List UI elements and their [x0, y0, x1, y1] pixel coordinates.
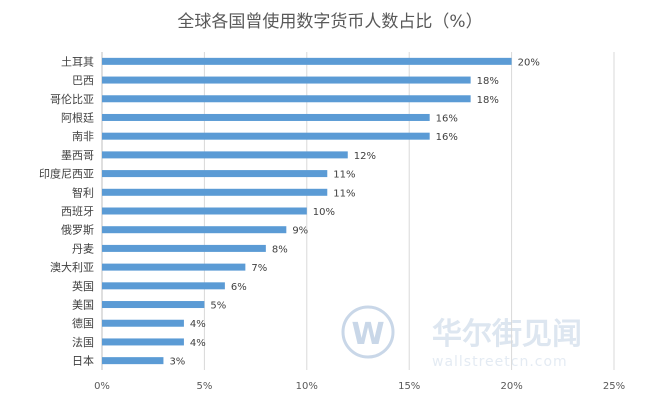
category-label: 德国 [72, 316, 94, 330]
value-label: 18% [477, 76, 499, 87]
bar-2 [102, 76, 471, 84]
bar-3 [102, 95, 471, 103]
category-label: 俄罗斯 [61, 224, 94, 237]
bar-5 [102, 132, 430, 140]
x-tick-label: 10% [296, 381, 318, 392]
category-label: 智利 [72, 185, 94, 199]
value-label: 9% [292, 226, 308, 237]
bar-6 [102, 151, 348, 159]
watermark: W 华尔街见闻 wallstreetcn.com [341, 305, 582, 370]
category-label: 印度尼西亚 [39, 167, 94, 181]
bar-8 [102, 188, 328, 196]
value-label: 11% [333, 170, 355, 181]
value-label: 8% [272, 244, 288, 255]
x-tick-label: 0% [94, 381, 110, 392]
x-tick-label: 5% [196, 381, 212, 392]
category-label: 土耳其 [61, 55, 94, 68]
category-label: 巴西 [72, 74, 94, 87]
value-label: 18% [477, 95, 499, 106]
bar-12 [102, 263, 246, 271]
bar-1 [102, 57, 512, 65]
category-labels: 土耳其巴西哥伦比亚阿根廷南非墨西哥印度尼西亚智利西班牙俄罗斯丹麦澳大利亚英国美国… [39, 55, 94, 367]
bar-13 [102, 282, 225, 290]
value-label: 4% [190, 338, 206, 349]
bars [102, 57, 512, 365]
value-label: 7% [251, 263, 267, 274]
value-label: 12% [354, 151, 376, 162]
x-tick-label: 20% [500, 381, 522, 392]
x-tick-label: 15% [398, 381, 420, 392]
category-label: 西班牙 [61, 205, 94, 218]
bar-9 [102, 207, 307, 215]
value-label: 11% [333, 188, 355, 199]
gridlines [101, 52, 615, 370]
bar-11 [102, 244, 266, 252]
bar-10 [102, 226, 287, 234]
value-labels: 20% 18% 18% 16% 16% 12% 11% 11% 10% 9% 8% 7% 6% 5% 4% 4… [169, 57, 539, 367]
category-label: 日本 [72, 354, 94, 368]
category-label: 南非 [72, 130, 94, 143]
category-label: 澳大利亚 [50, 260, 94, 274]
value-label: 20% [518, 57, 540, 68]
bar-14 [102, 301, 205, 309]
value-label: 10% [313, 207, 335, 218]
value-label: 5% [210, 301, 226, 312]
chart-title: 全球各国曾使用数字货币人数占比（%） [177, 11, 482, 32]
bar-15 [102, 319, 184, 327]
watermark-logo-icon [341, 305, 395, 359]
watermark-brand: 华尔街见闻 [432, 317, 582, 352]
x-axis-ticks: 0% 5% 10% 15% 20% 25% [94, 381, 625, 392]
value-label: 16% [436, 113, 458, 124]
category-label: 墨西哥 [61, 149, 94, 162]
watermark-logo-letter: W [351, 317, 384, 352]
category-label: 阿根廷 [61, 110, 94, 124]
bar-4 [102, 113, 430, 121]
category-label: 美国 [72, 299, 94, 312]
category-label: 英国 [72, 279, 94, 293]
bar-17 [102, 357, 164, 365]
bar-16 [102, 338, 184, 346]
watermark-url: wallstreetcn.com [432, 354, 568, 370]
category-label: 丹麦 [72, 242, 94, 255]
category-label: 法国 [72, 335, 94, 349]
value-label: 16% [436, 132, 458, 143]
x-tick-label: 25% [603, 381, 625, 392]
value-label: 3% [169, 357, 185, 368]
bar-7 [102, 170, 328, 178]
value-label: 4% [190, 319, 206, 330]
category-label: 哥伦比亚 [50, 92, 94, 106]
value-label: 6% [231, 282, 247, 293]
